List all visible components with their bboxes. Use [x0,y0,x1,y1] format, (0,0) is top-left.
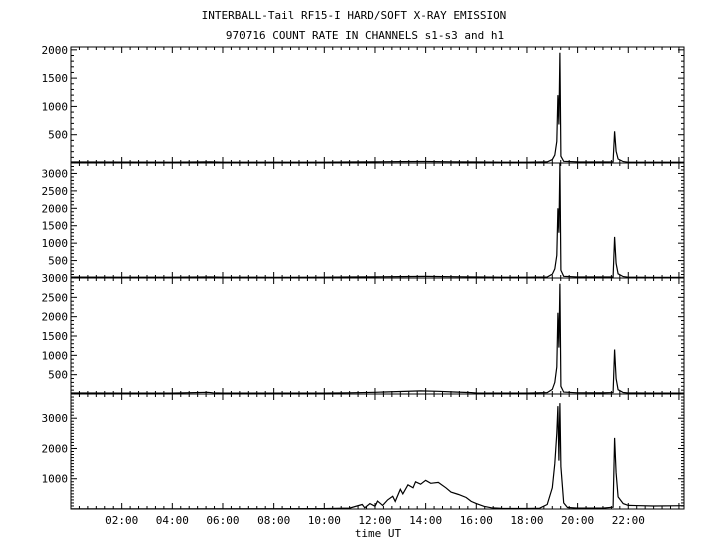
y-tick-label: 2000 [42,44,69,57]
y-tick-label: 500 [48,255,68,268]
chart-title: INTERBALL-Tail RF15-I HARD/SOFT X-RAY EM… [202,9,507,22]
y-tick-label: 2500 [42,185,69,198]
y-tick-label: 2000 [42,311,69,324]
x-axis: 02:00 04:00 06:00 08:00 10:00 12:00 14:00 16:00… [105,514,645,527]
panel-frame [70,162,685,279]
y-tick-label: 3000 [42,167,69,180]
y-tick-label: 2500 [42,291,69,304]
series-line-panel-4 [71,403,685,510]
x-axis-label: time UT [355,527,402,540]
y-tick-label: 2000 [42,442,69,455]
y-tick-label: 500 [48,129,68,142]
y-tick-label: 1500 [42,72,69,85]
y-tick-label: 1000 [42,237,69,250]
series-line-panel-2 [70,162,684,278]
panel-frame [70,393,685,510]
panel-frame [70,46,685,164]
panel-2: 500 1000 1500 2000 2500 3000 [42,162,685,279]
panel-3: 500 1000 1500 2000 2500 3000 [42,272,685,395]
x-tick-label: 02:00 [105,514,138,527]
y-tick-label: 2000 [42,202,69,215]
y-tick-label: 1000 [42,473,69,486]
x-tick-label: 16:00 [460,514,493,527]
y-tick-label: 500 [48,369,68,382]
series-line-panel-3 [70,283,684,394]
y-tick-label: 1000 [42,349,69,362]
x-tick-label: 22:00 [612,514,645,527]
y-tick-label: 1500 [42,330,69,343]
y-tick-label: 1500 [42,220,69,233]
x-tick-label: 10:00 [308,514,341,527]
y-tick-label: 1000 [42,100,69,113]
y-tick-label: 3000 [42,412,69,425]
y-tick-label: 3000 [42,272,69,285]
panel-frame [70,277,685,395]
x-tick-label: 14:00 [409,514,442,527]
x-tick-label: 12:00 [358,514,391,527]
x-tick-label: 20:00 [561,514,594,527]
x-tick-label: 06:00 [206,514,239,527]
panel-4: 1000 2000 3000 [42,393,685,510]
chart-subtitle: 970716 COUNT RATE IN CHANNELS s1-s3 and … [226,29,504,42]
x-tick-label: 18:00 [510,514,543,527]
x-tick-label: 04:00 [156,514,189,527]
panel-1: 500 1000 1500 2000 [42,44,685,164]
panel-stack: 5001000150020005001000150020002500300050… [42,44,685,510]
x-tick-label: 08:00 [257,514,290,527]
series-line-panel-1 [70,52,684,163]
